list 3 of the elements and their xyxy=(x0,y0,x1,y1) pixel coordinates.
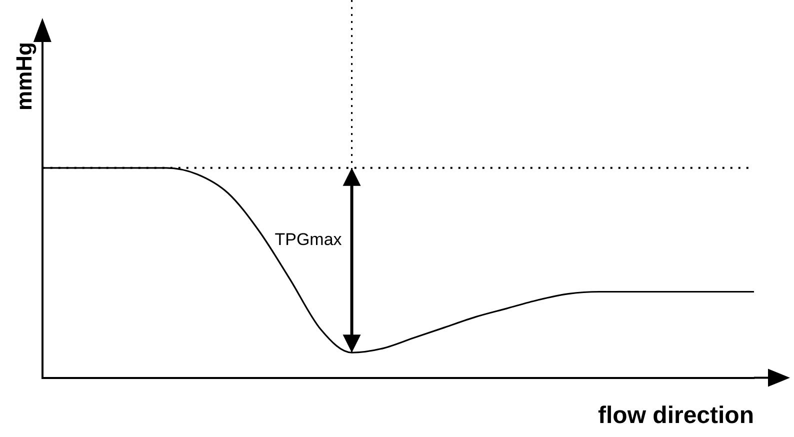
x-axis-title: flow direction xyxy=(598,402,754,430)
annotation: TPGmax xyxy=(274,230,342,249)
y-axis-title: mmHg xyxy=(11,42,36,110)
